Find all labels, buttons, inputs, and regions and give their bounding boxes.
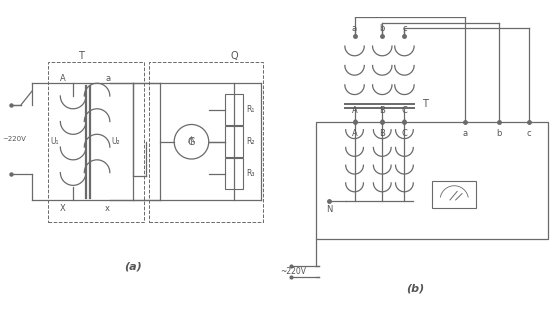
- Bar: [48, 62, 143, 221]
- Text: T: T: [423, 99, 428, 109]
- Text: x: x: [105, 204, 110, 213]
- Text: (b): (b): [407, 283, 424, 293]
- Bar: [225, 95, 243, 125]
- Text: (a): (a): [124, 261, 142, 272]
- Text: b: b: [496, 129, 501, 138]
- Text: A: A: [60, 74, 65, 83]
- Text: a: a: [105, 74, 110, 83]
- Text: ~220V: ~220V: [3, 136, 27, 142]
- Text: Q: Q: [231, 51, 238, 61]
- Text: R₁: R₁: [246, 105, 254, 114]
- Text: R₃: R₃: [246, 169, 254, 178]
- Text: a: a: [352, 24, 357, 33]
- Text: A: A: [352, 105, 357, 114]
- Text: A: A: [352, 129, 357, 138]
- Bar: [149, 62, 263, 221]
- Text: C: C: [402, 129, 407, 138]
- Text: R₂: R₂: [246, 137, 254, 146]
- Text: U₁: U₁: [50, 137, 59, 146]
- Text: B: B: [379, 105, 385, 114]
- Text: a: a: [463, 129, 468, 138]
- Text: N: N: [326, 205, 332, 214]
- Text: b: b: [379, 24, 385, 33]
- Text: T: T: [79, 51, 84, 61]
- Bar: [225, 158, 243, 189]
- Text: B: B: [379, 129, 385, 138]
- Text: X: X: [60, 204, 65, 213]
- Text: U₂: U₂: [111, 137, 120, 146]
- Text: G: G: [188, 137, 195, 147]
- Bar: [225, 126, 243, 157]
- Bar: [432, 181, 476, 208]
- Text: C: C: [402, 105, 407, 114]
- Bar: [316, 122, 548, 239]
- Text: c: c: [527, 129, 531, 138]
- Text: c: c: [402, 24, 407, 33]
- Text: ~220V: ~220V: [280, 267, 306, 276]
